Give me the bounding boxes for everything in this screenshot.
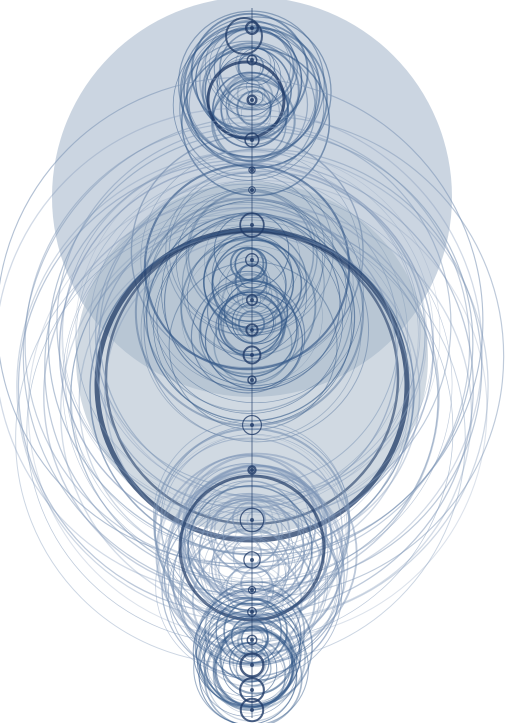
bottom-ring [192,596,302,706]
top-small-ring [225,17,263,55]
lower-second-ring [187,485,313,611]
bottom-ring [214,628,294,708]
middle-ring [207,270,289,353]
middle-ring [204,291,303,390]
top-ring [204,46,292,134]
outer-faint-ring [22,115,505,598]
bottom-ring [228,642,270,683]
top-ring [220,76,289,145]
top-ring [179,40,316,178]
outer-faint-ring [62,189,453,580]
lower-ring [177,454,317,594]
lower-ring [235,523,262,550]
lower-ring [180,509,329,657]
top-ring [172,29,325,181]
top-ring [236,90,272,126]
outer-faint-ring [27,179,488,640]
middle-ring [215,293,284,363]
bottom-ring [212,626,295,709]
lower-ring [171,503,327,659]
outer-faint-ring [65,204,413,552]
top-ring [204,19,296,111]
outer-faint-ring [61,151,435,525]
middle-ring [203,236,295,328]
bottom-ring [212,637,287,711]
outer-faint-ring [26,216,454,644]
top-ring [227,74,274,122]
bottom-ring [207,625,291,709]
outer-faint-ring [58,162,434,538]
center-spine [239,8,265,723]
top-ring [211,71,289,149]
outer-faint-ring [95,207,398,509]
top-ring [236,79,266,109]
outer-faint-ring [44,148,483,587]
lower-ring [178,492,321,635]
middle-ring [222,296,286,360]
outer-faint-ring [74,149,441,516]
outer-faint-ring [98,170,426,498]
bottom-ring [198,584,302,688]
bottom-ring [235,650,272,687]
outer-faint-ring [0,107,483,596]
outer-faint-ring [69,214,439,584]
lower-ring [184,463,311,590]
outer-faint-ring [43,197,440,595]
lower-ring [214,535,280,601]
middle-ring [180,238,317,375]
bottom-ring [203,628,303,723]
lower-ring [210,493,291,575]
middle-ring [231,272,268,309]
middle-ring [161,200,347,386]
bottom-ring [219,620,294,695]
lower-ring [167,506,343,681]
middle-ring [229,246,265,282]
middle-ring [142,201,353,412]
middle-ring [143,216,370,443]
top-ring [208,25,291,108]
bottom-ring [197,616,298,717]
lower-ring [180,464,333,617]
middle-ring [140,219,362,441]
bottom-ring [204,580,306,682]
outer-faint-ring [104,234,421,551]
outer-faint-ring [62,156,419,514]
bottom-ring [199,610,298,709]
lower-ring [231,501,266,536]
outer-faint-ring [0,77,484,565]
top-ring [180,24,318,162]
outer-faint-ring [94,183,399,488]
top-ring [246,79,260,93]
bottom-ring [194,591,300,697]
